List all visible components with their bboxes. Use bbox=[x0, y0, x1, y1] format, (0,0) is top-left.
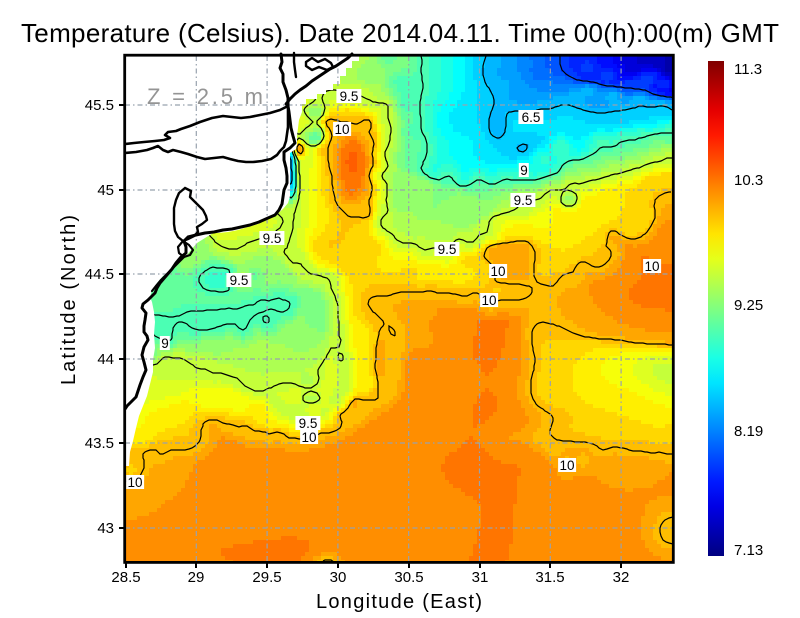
svg-text:32: 32 bbox=[613, 569, 630, 586]
svg-text:45: 45 bbox=[97, 182, 114, 199]
svg-text:9.5: 9.5 bbox=[230, 273, 249, 288]
svg-text:10: 10 bbox=[301, 430, 316, 445]
svg-text:10: 10 bbox=[490, 264, 505, 279]
svg-text:43: 43 bbox=[97, 520, 114, 537]
svg-text:29: 29 bbox=[188, 569, 205, 586]
svg-text:44: 44 bbox=[97, 351, 114, 368]
svg-text:Z = 2.5 m: Z = 2.5 m bbox=[147, 84, 263, 109]
svg-text:30: 30 bbox=[330, 569, 347, 586]
svg-text:9.25: 9.25 bbox=[734, 297, 763, 314]
svg-text:10: 10 bbox=[127, 475, 142, 490]
svg-text:9: 9 bbox=[520, 163, 528, 178]
svg-text:45.5: 45.5 bbox=[85, 97, 114, 114]
svg-text:10: 10 bbox=[644, 259, 659, 274]
svg-text:9: 9 bbox=[161, 336, 169, 351]
svg-text:31: 31 bbox=[472, 569, 489, 586]
svg-text:7.13: 7.13 bbox=[734, 542, 763, 559]
svg-text:9.5: 9.5 bbox=[299, 416, 318, 431]
svg-text:44.5: 44.5 bbox=[85, 266, 114, 283]
svg-text:29.5: 29.5 bbox=[252, 569, 281, 586]
svg-text:8.19: 8.19 bbox=[734, 423, 763, 440]
svg-text:10: 10 bbox=[334, 122, 349, 137]
svg-text:31.5: 31.5 bbox=[535, 569, 564, 586]
svg-text:9.5: 9.5 bbox=[514, 193, 533, 208]
svg-text:10.3: 10.3 bbox=[734, 172, 763, 189]
svg-text:9.5: 9.5 bbox=[263, 231, 282, 246]
svg-text:6.5: 6.5 bbox=[522, 110, 541, 125]
svg-text:10: 10 bbox=[481, 293, 496, 308]
svg-text:28.5: 28.5 bbox=[111, 569, 140, 586]
svg-text:Latitude (North): Latitude (North) bbox=[58, 215, 80, 385]
svg-text:30.5: 30.5 bbox=[394, 569, 423, 586]
svg-text:11.3: 11.3 bbox=[734, 61, 762, 78]
svg-text:43.5: 43.5 bbox=[85, 435, 114, 452]
svg-text:Temperature (Celsius). Date 20: Temperature (Celsius). Date 2014.04.11. … bbox=[21, 18, 779, 48]
svg-text:9.5: 9.5 bbox=[340, 89, 359, 104]
svg-text:9.5: 9.5 bbox=[438, 242, 457, 257]
svg-text:Longitude (East): Longitude (East) bbox=[316, 591, 482, 613]
svg-text:10: 10 bbox=[559, 458, 574, 473]
